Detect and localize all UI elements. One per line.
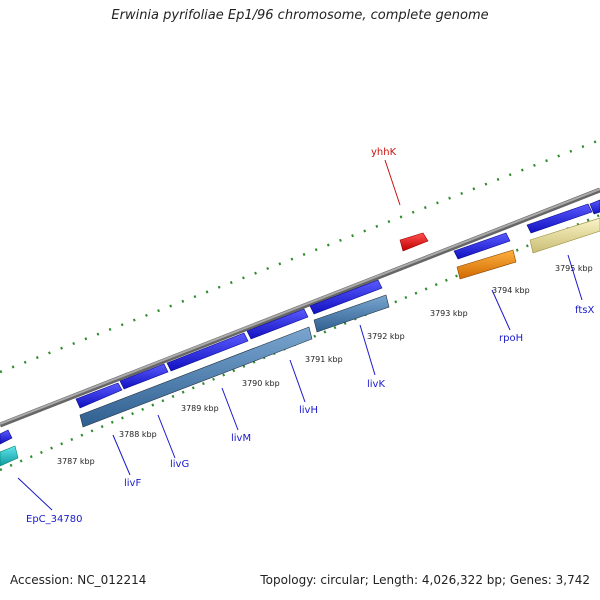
gene-label-rpoH: rpoH [499,333,523,344]
gene-label-livG: livG [170,459,189,470]
scale-label: 3793 kbp [430,309,468,318]
cds-features [0,217,600,467]
gene-label-livF: livF [124,478,141,489]
gene-arrow-left-edge [0,429,13,445]
scale-label: 3792 kbp [367,332,405,341]
scale-label: 3794 kbp [492,286,530,295]
scale-label: 3789 kbp [181,404,219,413]
gene-arrow-ftsX [526,203,593,234]
gene-arrow-livK [309,279,383,315]
scale-label: 3795 kbp [555,264,593,273]
gene-arrow-rpoH [453,232,511,260]
gene-labels: yhhK rpoH ftsX livK livH livM livG livF … [26,147,594,525]
scale-label: 3791 kbp [305,355,343,364]
chromosome-backbone [0,187,600,428]
scale-label: 3788 kbp [119,430,157,439]
cds-livK [313,294,390,333]
gene-label-ftsX: ftsX [575,305,594,316]
gene-arrow-livG [119,363,169,390]
map-title: Erwinia pyrifoliae Ep1/96 chromosome, co… [111,8,489,23]
gene-label-yhhK: yhhK [371,147,397,158]
gene-label-EpC_34780: EpC_34780 [26,514,82,525]
label-leader-lines [17,159,583,511]
cds-rpoH [456,249,517,280]
gene-label-livM: livM [231,433,251,444]
scale-label: 3790 kbp [242,379,280,388]
scale-label: 3787 kbp [57,457,95,466]
scale-labels: 3787 kbp 3788 kbp 3789 kbp 3790 kbp 3791… [57,264,593,466]
cds-EpC_34780 [0,445,19,467]
gene-arrow-livH [246,308,309,340]
cds-ftsX [529,217,600,254]
gene-arrow-livM [166,332,249,372]
topology-text: Topology: circular; Length: 4,026,322 bp… [260,573,590,587]
gene-arrow-next [589,199,600,215]
gene-label-livK: livK [367,379,385,390]
gene-arrow-yhhK [399,232,429,252]
accession-text: Accession: NC_012214 [10,573,147,587]
cds-livFGMH [79,326,313,428]
gene-arrow-livF [75,382,123,409]
gene-label-livH: livH [299,405,318,416]
forward-genes [0,199,600,445]
